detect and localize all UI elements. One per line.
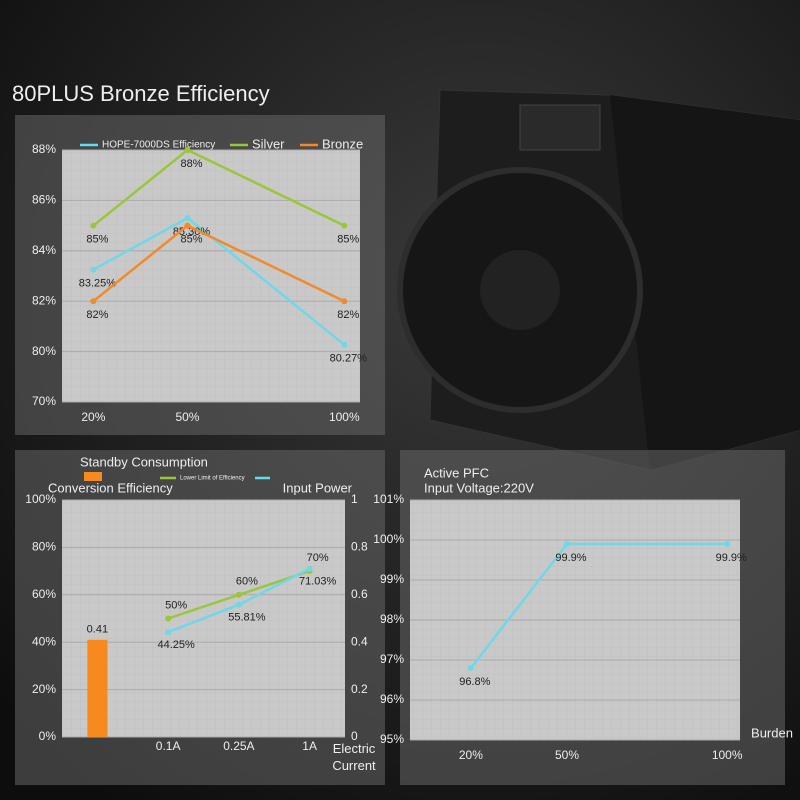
legend-label: HOPE-7000DS Efficiency — [102, 140, 215, 151]
point — [467, 665, 474, 671]
point — [235, 601, 242, 608]
y-tick-label: 100% — [373, 532, 404, 546]
page-title: 80PLUS Bronze Efficiency — [12, 81, 270, 106]
point — [184, 147, 191, 153]
data-label: 44.25% — [157, 639, 195, 651]
point — [90, 298, 97, 305]
chart-subtitle: Input Voltage:220V — [424, 480, 534, 495]
y-tick-label: 20% — [32, 682, 56, 696]
data-label: 82% — [337, 309, 359, 321]
legend-label: Bronze — [322, 136, 363, 151]
y2-tick-label: 1 — [351, 492, 358, 506]
y2-tick-label: 0.2 — [351, 682, 368, 696]
x-tick-label: 100% — [712, 748, 743, 762]
data-label: 85% — [180, 234, 202, 246]
y-axis-label: Conversion Efficiency — [48, 480, 173, 495]
data-label: 99.9% — [716, 552, 747, 564]
x-tick-label: 100% — [329, 410, 360, 424]
bar — [87, 639, 108, 737]
point — [724, 541, 731, 547]
data-label: 60% — [236, 576, 258, 588]
data-label: 0.41 — [87, 624, 108, 636]
point — [184, 222, 191, 229]
point — [90, 222, 97, 229]
y2-axis-label: Input Power — [283, 480, 353, 495]
y-tick-label: 0% — [39, 729, 57, 743]
y-tick-label: 82% — [32, 293, 56, 307]
y-tick-label: 88% — [32, 142, 56, 156]
y-tick-label: 40% — [32, 634, 56, 648]
data-label: 82% — [86, 309, 108, 321]
y-tick-label: 98% — [380, 612, 404, 626]
data-label: 83.25% — [79, 278, 117, 290]
x-tick-label: 50% — [175, 410, 199, 424]
y2-tick-label: 0.8 — [351, 540, 368, 554]
y-tick-label: 84% — [32, 243, 56, 257]
data-label: 99.9% — [555, 552, 586, 564]
data-label: 50% — [165, 599, 187, 611]
y-tick-label: 100% — [25, 492, 56, 506]
y-tick-label: 60% — [32, 587, 56, 601]
point — [341, 298, 348, 305]
x-tick-label: 0.1A — [156, 739, 181, 753]
y-tick-label: 101% — [373, 492, 404, 506]
y-tick-label: 80% — [32, 344, 56, 358]
data-label: 88% — [180, 158, 202, 170]
y-tick-label: 95% — [380, 732, 404, 746]
y-tick-label: 80% — [32, 540, 56, 554]
point — [235, 591, 242, 598]
point — [165, 615, 172, 622]
psu-illustration — [397, 89, 800, 471]
legend-label: Lower Limit of Efficiency — [180, 476, 245, 482]
point — [306, 565, 313, 572]
data-label: 85% — [337, 234, 359, 246]
point — [90, 266, 97, 273]
y-tick-label: 70% — [32, 394, 56, 408]
data-label: 70% — [307, 552, 329, 564]
chart-title: Active PFC — [424, 465, 489, 480]
legend-swatch — [84, 472, 102, 481]
data-label: 80.27% — [330, 353, 368, 365]
point — [341, 222, 348, 229]
legend-label: Silver — [252, 136, 285, 151]
data-label: 71.03% — [299, 576, 337, 588]
point — [165, 629, 172, 636]
y-tick-label: 97% — [380, 652, 404, 666]
x-tick-label: 0.25A — [223, 739, 254, 753]
y2-tick-label: 0.6 — [351, 587, 368, 601]
data-label: 96.8% — [459, 676, 490, 688]
plot-area — [62, 150, 360, 402]
legend-label: Standby Consumption — [80, 454, 208, 469]
x-axis-label: Electric Current — [332, 741, 376, 773]
x-tick-label: 20% — [459, 748, 483, 762]
y2-tick-label: 0.4 — [351, 634, 368, 648]
x-tick-label: 50% — [555, 748, 579, 762]
point — [563, 541, 570, 547]
x-tick-label: 1A — [302, 739, 317, 753]
y-tick-label: 96% — [380, 692, 404, 706]
x-tick-label: 20% — [81, 410, 105, 424]
point — [341, 341, 348, 348]
y-tick-label: 86% — [32, 193, 56, 207]
data-label: 55.81% — [228, 612, 266, 624]
y2-tick-label: 0 — [351, 729, 358, 743]
point — [184, 215, 191, 222]
x-axis-label: Burden — [751, 725, 793, 740]
y-tick-label: 99% — [380, 572, 404, 586]
data-label: 85% — [86, 234, 108, 246]
